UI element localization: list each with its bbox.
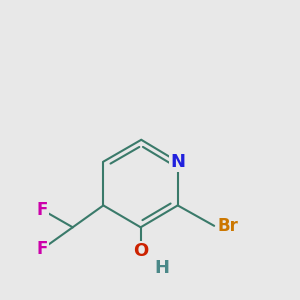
Text: F: F <box>36 240 48 258</box>
Text: O: O <box>133 242 148 260</box>
Text: F: F <box>36 201 48 219</box>
Text: Br: Br <box>217 217 238 235</box>
Text: N: N <box>170 153 185 171</box>
Text: H: H <box>154 259 169 277</box>
